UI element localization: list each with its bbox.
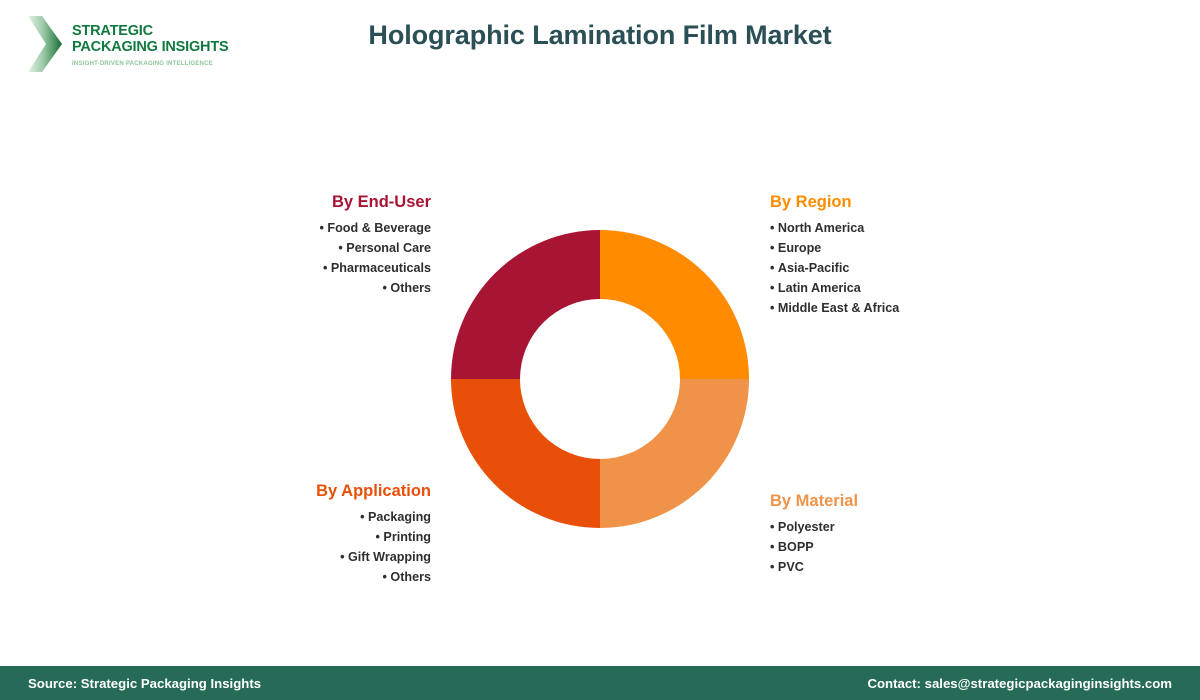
list-item: Polyester — [770, 517, 1030, 537]
list-item: Asia-Pacific — [770, 258, 1030, 278]
segment-block-end-user: By End-User Food & Beverage Personal Car… — [238, 193, 431, 298]
brand-logo: STRATEGIC PACKAGING INSIGHTS INSIGHT-DRI… — [24, 12, 229, 76]
page-title: Holographic Lamination Film Market — [368, 20, 832, 50]
list-item: Others — [238, 278, 431, 298]
segment-list-application: Packaging Printing Gift Wrapping Others — [238, 507, 431, 587]
segment-title-material: By Material — [770, 492, 859, 510]
segment-block-region: By Region North America Europe Asia-Paci… — [770, 193, 1030, 318]
segment-list-region: North America Europe Asia-Pacific Latin … — [770, 218, 1030, 318]
logo-line-1: STRATEGIC — [72, 23, 153, 40]
segment-title-region: By Region — [770, 193, 852, 211]
segment-title-end-user: By End-User — [331, 193, 431, 211]
list-item: Pharmaceuticals — [238, 258, 431, 278]
donut-slice-end-user — [451, 230, 600, 379]
footer-bar: Source: Strategic Packaging Insights Con… — [0, 666, 1200, 700]
list-item: Personal Care — [238, 238, 431, 258]
donut-slice-material — [600, 379, 749, 528]
donut-slices — [451, 230, 749, 528]
donut-slice-application — [451, 379, 600, 528]
list-item: Latin America — [770, 278, 1030, 298]
donut-chart-svg — [451, 230, 749, 528]
list-item: PVC — [770, 557, 1030, 577]
list-item: Europe — [770, 238, 1030, 258]
segment-list-end-user: Food & Beverage Personal Care Pharmaceut… — [238, 218, 431, 298]
list-item: BOPP — [770, 537, 1030, 557]
footer-source: Source: Strategic Packaging Insights — [28, 675, 262, 691]
list-item: Middle East & Africa — [770, 298, 1030, 318]
list-item: Food & Beverage — [238, 218, 431, 238]
segment-title-application: By Application — [316, 482, 431, 500]
donut-slice-region — [600, 230, 749, 379]
chevron-arrow-icon — [24, 14, 66, 74]
list-item: Others — [238, 567, 431, 587]
segment-list-material: Polyester BOPP PVC — [770, 517, 1030, 577]
list-item: North America — [770, 218, 1030, 238]
donut-chart — [451, 230, 749, 528]
logo-tagline: INSIGHT-DRIVEN PACKAGING INTELLIGENCE — [72, 59, 213, 67]
list-item: Gift Wrapping — [238, 547, 431, 567]
list-item: Packaging — [238, 507, 431, 527]
footer-contact: Contact: sales@strategicpackaginginsight… — [867, 675, 1172, 691]
logo-line-2: PACKAGING INSIGHTS — [72, 39, 229, 56]
list-item: Printing — [238, 527, 431, 547]
segment-block-application: By Application Packaging Printing Gift W… — [238, 482, 431, 587]
segment-block-material: By Material Polyester BOPP PVC — [770, 492, 1030, 577]
